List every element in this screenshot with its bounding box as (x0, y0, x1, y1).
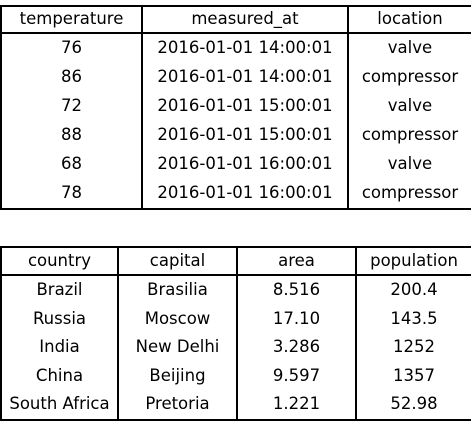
population-cell: 1252 (355, 333, 471, 362)
location-cell: valve (347, 150, 471, 179)
measured-at-cell: 2016-01-01 14:00:01 (141, 63, 349, 92)
table-row: 78 2016-01-01 16:00:01 compressor (0, 179, 471, 210)
column-header-country: country (0, 246, 119, 276)
table-row: South Africa Pretoria 1.221 52.98 (0, 390, 471, 421)
area-cell: 8.516 (236, 275, 357, 305)
temperature-cell: 88 (0, 121, 143, 150)
measured-at-cell: 2016-01-01 15:00:01 (141, 121, 349, 150)
country-cell: India (0, 333, 119, 362)
location-cell: compressor (347, 179, 471, 210)
population-cell: 143.5 (355, 304, 471, 333)
area-cell: 9.597 (236, 361, 357, 390)
temperature-cell: 68 (0, 150, 143, 179)
sensor-readings-table: temperature measured_at location 76 2016… (0, 5, 471, 210)
column-header-location: location (347, 5, 471, 34)
table-row: 76 2016-01-01 14:00:01 valve (0, 33, 471, 63)
column-header-population: population (355, 246, 471, 276)
country-cell: Brazil (0, 275, 119, 305)
table-row: 72 2016-01-01 15:00:01 valve (0, 92, 471, 121)
measured-at-cell: 2016-01-01 16:00:01 (141, 150, 349, 179)
table-row: China Beijing 9.597 1357 (0, 361, 471, 390)
country-cell: South Africa (0, 390, 119, 421)
column-header-measured-at: measured_at (141, 5, 349, 34)
table-row: 88 2016-01-01 15:00:01 compressor (0, 121, 471, 150)
table-header-row: country capital area population (0, 246, 471, 276)
location-cell: valve (347, 92, 471, 121)
table-row: Russia Moscow 17.10 143.5 (0, 304, 471, 333)
column-header-capital: capital (117, 246, 238, 276)
location-cell: valve (347, 33, 471, 63)
capital-cell: Brasilia (117, 275, 238, 305)
measured-at-cell: 2016-01-01 14:00:01 (141, 33, 349, 63)
capital-cell: Moscow (117, 304, 238, 333)
table-row: Brazil Brasilia 8.516 200.4 (0, 275, 471, 305)
country-cell: Russia (0, 304, 119, 333)
population-cell: 200.4 (355, 275, 471, 305)
area-cell: 1.221 (236, 390, 357, 421)
table-row: India New Delhi 3.286 1252 (0, 333, 471, 362)
capital-cell: Pretoria (117, 390, 238, 421)
population-cell: 1357 (355, 361, 471, 390)
capital-cell: Beijing (117, 361, 238, 390)
measured-at-cell: 2016-01-01 16:00:01 (141, 179, 349, 210)
column-header-area: area (236, 246, 357, 276)
area-cell: 17.10 (236, 304, 357, 333)
country-table: country capital area population Brazil B… (0, 246, 471, 421)
population-cell: 52.98 (355, 390, 471, 421)
temperature-cell: 78 (0, 179, 143, 210)
measured-at-cell: 2016-01-01 15:00:01 (141, 92, 349, 121)
table-header-row: temperature measured_at location (0, 5, 471, 34)
country-cell: China (0, 361, 119, 390)
temperature-cell: 76 (0, 33, 143, 63)
table-row: 68 2016-01-01 16:00:01 valve (0, 150, 471, 179)
location-cell: compressor (347, 121, 471, 150)
table-row: 86 2016-01-01 14:00:01 compressor (0, 63, 471, 92)
location-cell: compressor (347, 63, 471, 92)
column-header-temperature: temperature (0, 5, 143, 34)
capital-cell: New Delhi (117, 333, 238, 362)
temperature-cell: 86 (0, 63, 143, 92)
area-cell: 3.286 (236, 333, 357, 362)
temperature-cell: 72 (0, 92, 143, 121)
